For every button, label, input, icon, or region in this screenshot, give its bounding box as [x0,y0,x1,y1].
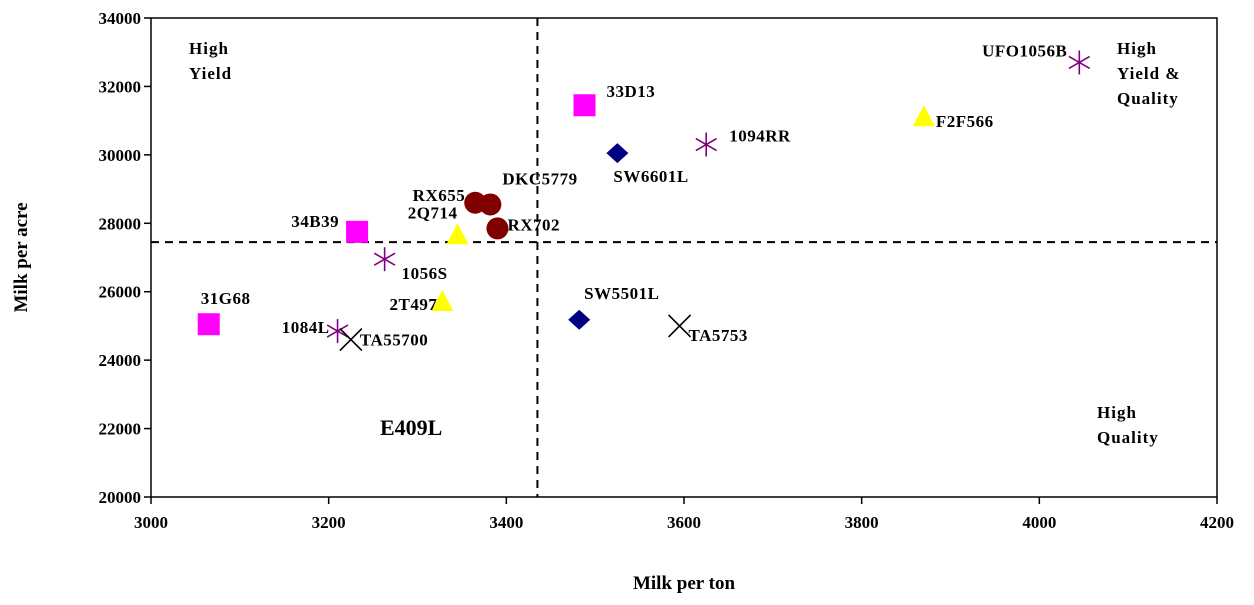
point-2t497 [431,289,454,311]
y-tick-label: 34000 [99,9,142,28]
point-sw5501l [568,309,591,330]
point-rx702 [486,217,509,240]
point-1056s [373,247,396,272]
x-tick-label: 4200 [1200,513,1234,532]
y-tick-label: 22000 [99,420,142,439]
label-2t497: 2T497 [390,295,438,314]
plot-area [150,17,1218,498]
x-tick-label: 3600 [667,513,701,532]
label-ta5753: TA5753 [689,326,748,345]
label-rx702: RX702 [507,215,560,234]
point-33d13 [573,94,596,117]
label-33d13: 33D13 [607,82,656,101]
x-tick-label: 3800 [845,513,879,532]
point-dkc5779 [479,193,502,216]
quadrant-label-2: High Yield & Quality [1117,39,1181,108]
label-31g68: 31G68 [201,289,251,308]
label-1056s: 1056S [402,264,448,283]
point-ufo1056b [1068,50,1091,75]
label-1084l: 1084L [282,318,330,337]
label-sw6601l: SW6601L [613,167,688,186]
x-tick-label: 4000 [1022,513,1056,532]
label-f2f566: F2F566 [936,112,994,131]
point-31g68 [197,313,220,336]
y-axis: 20000 22000 24000 26000 28000 30000 32000 34000 [99,9,151,507]
label-rx655: RX655 [413,186,466,205]
label-dkc5779: DKC5779 [502,169,577,188]
x-axis: 3000 3200 3400 3600 3800 4000 4200 [134,497,1234,532]
y-axis-label: Milk per acre [11,202,32,312]
x-tick-label: 3000 [134,513,168,532]
point-34b39 [346,220,369,243]
point-2q714 [446,223,469,245]
label-2q714: 2Q714 [408,203,458,222]
y-tick-label: 20000 [99,488,142,507]
label-34b39: 34B39 [291,212,339,231]
point-sw6601l [606,143,629,164]
quadrant-labels: High Yield High Yield & Quality High Quality [189,39,1181,447]
point-1094rr [695,132,718,157]
y-tick-label: 28000 [99,214,142,233]
label-ta55700: TA55700 [360,331,428,350]
point-f2f566 [912,105,935,127]
label-sw5501l: SW5501L [584,284,659,303]
reference-lines [151,18,1217,497]
point-labels: 33D13 34B39 31G68 F2F566 2Q714 2T497 SW6601L SW… [201,41,1067,350]
x-tick-label: 3400 [489,513,523,532]
label-ufo1056b: UFO1056B [982,41,1067,60]
point-1084l [326,319,349,344]
data-points [197,50,1091,352]
x-axis-label: Milk per ton [633,573,735,594]
x-tick-label: 3200 [312,513,346,532]
y-tick-label: 32000 [99,77,142,96]
point-ta55700 [339,328,363,352]
y-tick-label: 26000 [99,283,142,302]
point-ta5753 [667,314,692,338]
annotation-e409l: E409L [380,415,442,440]
y-tick-label: 30000 [99,146,142,165]
quadrant-label-3: High Quality [1097,403,1159,447]
label-1094rr: 1094RR [729,127,791,146]
quadrant-label-1: High Yield [189,39,232,83]
y-tick-label: 24000 [99,351,142,370]
